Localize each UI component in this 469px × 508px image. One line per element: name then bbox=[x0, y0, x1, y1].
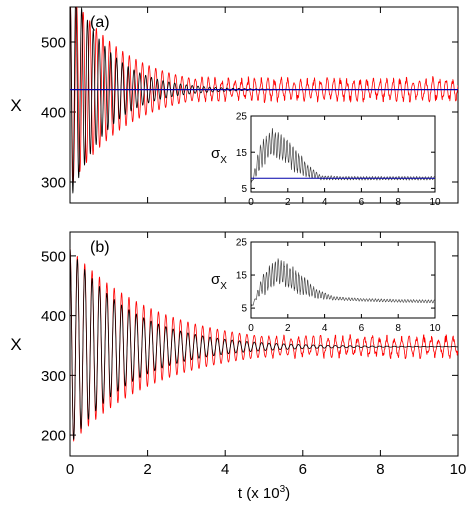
panel-b-frame bbox=[69, 231, 459, 457]
panel-a-y-tick-label: 500 bbox=[41, 34, 66, 51]
panel-b-inset-axes: 0 2 4 6 8 10 5 15 25 σX bbox=[211, 238, 441, 334]
panel-a-inset-frame bbox=[250, 115, 436, 193]
panel-b-x-tick-label: 0 bbox=[66, 461, 74, 478]
panel-b-series-1 bbox=[70, 248, 458, 440]
panel-b-y-tick-label: 400 bbox=[41, 308, 66, 325]
panel-b-xlabel-tail: ) bbox=[285, 485, 290, 502]
panel-b-xlabel: t (x 103) bbox=[238, 484, 290, 502]
panel-b-ylabel: X bbox=[10, 335, 21, 354]
panel-a-frame bbox=[69, 6, 459, 204]
panel-a-inset-x-tick-label: 10 bbox=[429, 197, 441, 208]
panel-a-inset-series-group bbox=[251, 128, 435, 185]
panel-a-y-tick-label: 400 bbox=[41, 104, 66, 121]
panel-b-inset-x-tick-label: 2 bbox=[285, 323, 291, 334]
panel-a-inset-y-tick-label: 25 bbox=[236, 112, 248, 123]
panel-a-inset-ylabel-main: σ bbox=[211, 145, 221, 162]
panel-b-x-tick-label: 6 bbox=[299, 461, 307, 478]
panel-a-inset-y-tick-label: 5 bbox=[241, 184, 247, 195]
panel-a-inset-x-tick-label: 4 bbox=[322, 197, 328, 208]
panel-b-xlabel-main: t (x 10 bbox=[238, 485, 280, 502]
panel-b-y-tick-label: 200 bbox=[41, 427, 66, 444]
panel-b-x-tick-label: 8 bbox=[376, 461, 384, 478]
panel-a-ylabel: X bbox=[10, 96, 21, 115]
panel-b-x-tick-label: 4 bbox=[221, 461, 229, 478]
panel-b-inset-y-tick-label: 5 bbox=[241, 304, 247, 315]
panel-b-axes: 0 2 4 6 8 10 200 300 400 500 (b) Xt (x 103) bbox=[10, 231, 467, 502]
panel-b-series-group bbox=[70, 248, 458, 442]
panel-a-label: (a) bbox=[90, 14, 110, 31]
panel-a-y-tick-label: 300 bbox=[41, 174, 66, 191]
panel-b-inset-ylabel: σX bbox=[211, 271, 227, 292]
panel-b-label: (b) bbox=[90, 239, 110, 256]
panel-b-inset-x-tick-label: 0 bbox=[248, 323, 254, 334]
panel-a-inset-axes: 0 2 4 6 8 10 5 15 25 σX bbox=[211, 112, 441, 208]
panel-a-axes: 300 400 500 (a) X bbox=[10, 6, 459, 204]
panel-b-xlabel-sup: 3 bbox=[280, 484, 286, 495]
panel-b-x-tick-label: 2 bbox=[143, 461, 151, 478]
panel-b-inset-frame bbox=[250, 241, 436, 319]
panel-b-y-tick-label: 300 bbox=[41, 368, 66, 385]
panel-b-inset-x-tick-label: 6 bbox=[359, 323, 365, 334]
panel-a-inset-series-0 bbox=[251, 128, 435, 185]
panel-b-inset-ylabel-main: σ bbox=[211, 271, 221, 288]
panel-b-inset-y-tick-label: 25 bbox=[236, 238, 248, 249]
panel-b-inset-x-tick-label: 8 bbox=[395, 323, 401, 334]
panel-a-inset-x-tick-label: 2 bbox=[285, 197, 291, 208]
panel-a-series-group bbox=[70, 7, 458, 194]
panel-b-inset-x-tick-label: 4 bbox=[322, 323, 328, 334]
panel-b-inset-y-tick-label: 15 bbox=[236, 271, 248, 282]
panel-b-inset-x-tick-label: 10 bbox=[429, 323, 441, 334]
panel-a-inset-ylabel-sub: X bbox=[220, 155, 227, 166]
panel-a-inset-x-tick-label: 6 bbox=[359, 197, 365, 208]
panel-a-inset-ylabel: σX bbox=[211, 145, 227, 166]
panel-b-inset-ylabel-sub: X bbox=[220, 281, 227, 292]
panel-b-x-tick-label: 10 bbox=[450, 461, 467, 478]
panel-a-inset-x-tick-label: 8 bbox=[395, 197, 401, 208]
panel-a-inset-x-tick-label: 0 bbox=[248, 197, 254, 208]
panel-b-inset-series-0 bbox=[251, 258, 435, 309]
panel-a-inset-y-tick-label: 15 bbox=[236, 148, 248, 159]
panel-b-y-tick-label: 500 bbox=[41, 248, 66, 265]
panel-b-inset-series-group bbox=[251, 258, 435, 309]
